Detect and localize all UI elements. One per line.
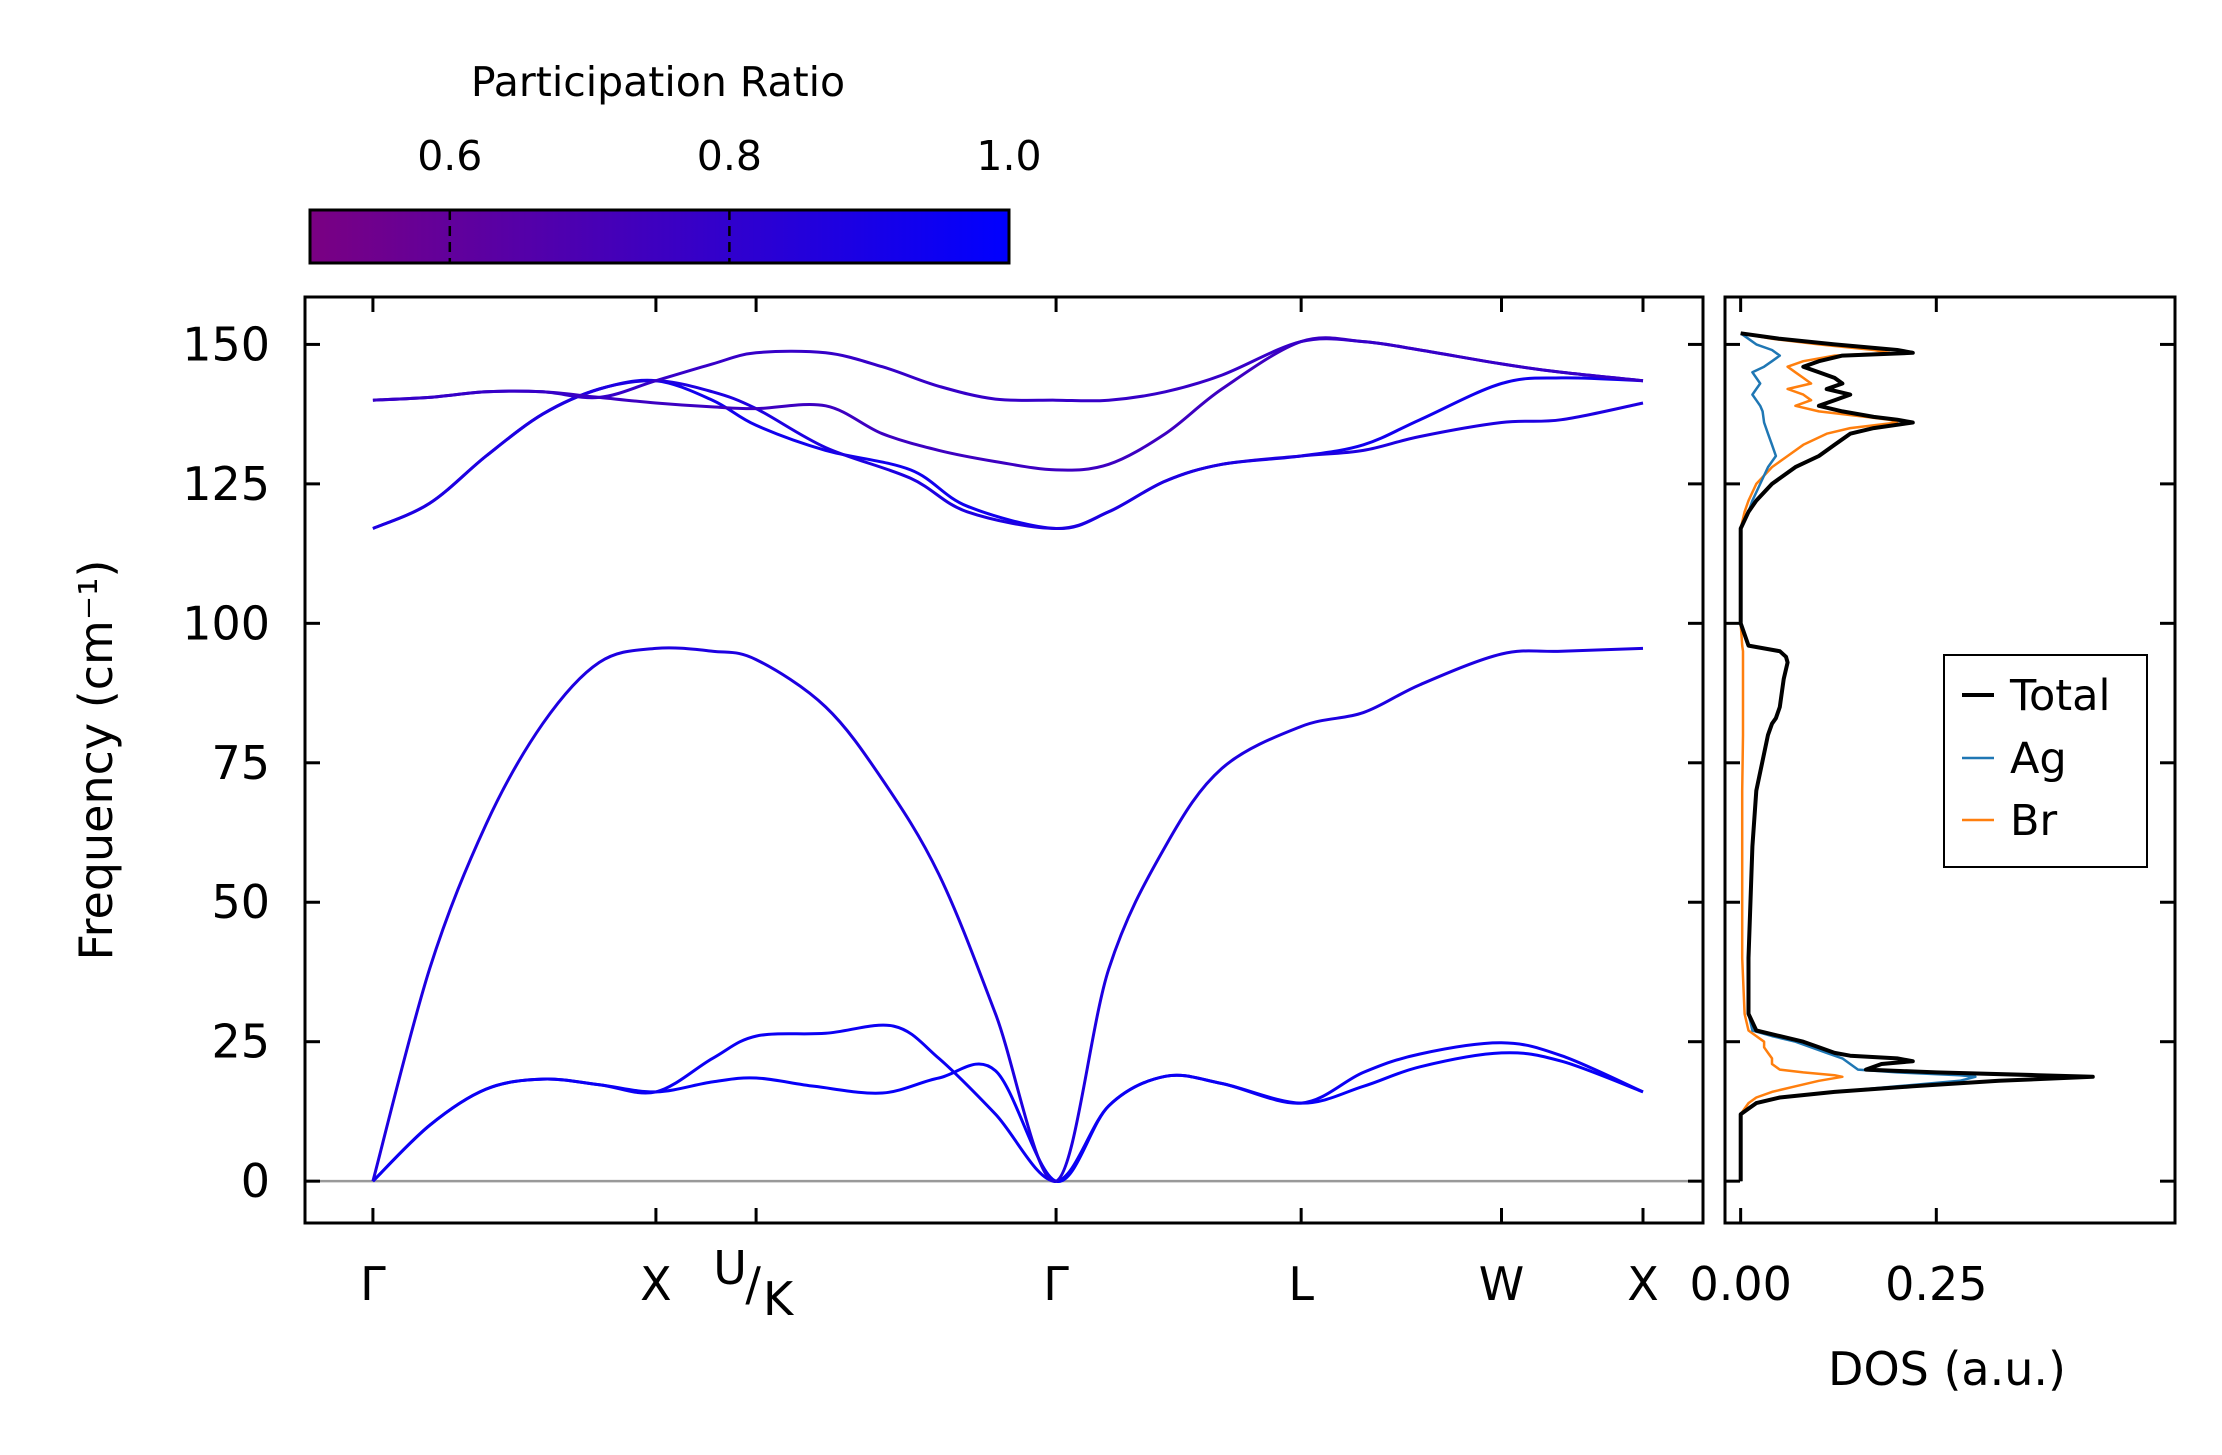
dos-ticks: [1725, 297, 2175, 1223]
band-y-ticks: [305, 342, 1703, 1183]
band-panel: 0 25 50 75 100 125 150 Frequency (cm⁻¹) …: [69, 295, 1705, 1326]
band-acoustic-1: [371, 1051, 1644, 1183]
y-tick-label-125: 125: [182, 457, 270, 511]
dos-panel: 0.00 0.25 DOS (a.u.) Total Ag Br: [1689, 295, 2177, 1396]
colorbar-tick-2: 1.0: [976, 132, 1041, 180]
dos-x-axis-label: DOS (a.u.): [1828, 1342, 2066, 1396]
dos-line-total: [1738, 331, 2095, 1182]
y-tick-label-25: 25: [211, 1015, 270, 1069]
legend: Total Ag Br: [1943, 654, 2148, 868]
y-tick-label-75: 75: [211, 736, 270, 790]
band-acoustic-2: [371, 1023, 1644, 1183]
dos-x-tick-label-1: 0.25: [1885, 1257, 1987, 1311]
legend-label-total: Total: [2009, 671, 2110, 721]
colorbar: Participation Ratio 0.6 0.8 1.0: [308, 58, 1042, 265]
band-lines: [371, 336, 1644, 1183]
kpoint-label-l: L: [1288, 1257, 1314, 1311]
y-tick-label-100: 100: [182, 596, 270, 650]
kpoint-label-gamma-2: Γ: [1043, 1257, 1069, 1311]
y-tick-label-50: 50: [211, 875, 270, 929]
kpoint-label-uk: U / K: [713, 1241, 795, 1326]
band-optical-LA: [371, 646, 1644, 1183]
legend-label-ag: Ag: [2010, 734, 2067, 784]
dos-x-tick-label-0: 0.00: [1689, 1257, 1791, 1311]
kpoint-label-w: W: [1479, 1257, 1524, 1311]
dos-panel-frame: [1723, 295, 2177, 1225]
band-optical-T4: [372, 337, 1644, 403]
band-optical-T2: [372, 379, 1644, 531]
kpoint-label-x-1: X: [640, 1257, 672, 1311]
band-x-ticks: [371, 297, 1645, 1223]
kpoint-label-u: U: [713, 1241, 747, 1295]
colorbar-gradient: [308, 208, 1011, 265]
legend-frame: [1943, 654, 2148, 868]
kpoint-label-gamma-1: Γ: [360, 1257, 386, 1311]
colorbar-label: Participation Ratio: [471, 58, 845, 106]
dos-line-ag: [1739, 332, 1977, 1182]
band-panel-frame: [303, 295, 1705, 1225]
y-tick-label-0: 0: [241, 1154, 270, 1208]
legend-label-br: Br: [2010, 796, 2057, 846]
dos-lines: [1738, 331, 2095, 1182]
y-axis-label: Frequency (cm⁻¹): [69, 560, 123, 961]
kpoint-label-slash: /: [745, 1257, 761, 1311]
colorbar-tick-1: 0.8: [697, 132, 762, 180]
kpoint-label-x-2: X: [1627, 1257, 1659, 1311]
y-tick-label-150: 150: [182, 317, 270, 371]
colorbar-tick-0: 0.6: [417, 132, 482, 180]
kpoint-label-k: K: [763, 1272, 795, 1326]
